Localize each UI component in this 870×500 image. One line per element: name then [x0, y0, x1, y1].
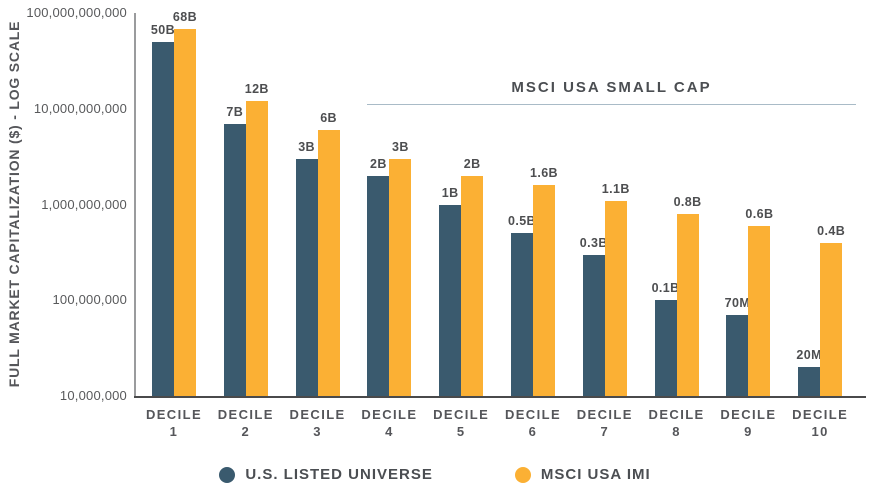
bar-value-label: 0.4B [817, 223, 846, 238]
bar-value-label: 1B [441, 185, 459, 200]
bar-value-label: 0.5B [507, 214, 536, 229]
legend-item-us-listed-universe: U.S. LISTED UNIVERSE [219, 466, 433, 483]
bar-msci-imi-decile-7 [604, 200, 627, 396]
y-tick-label: 10,000,000,000 [33, 100, 127, 116]
bar-value-label: 0.8B [673, 194, 702, 209]
bar-us-listed-decile-9 [726, 315, 749, 396]
bar-msci-imi-decile-3 [317, 129, 340, 396]
bar-msci-imi-decile-2 [245, 101, 268, 396]
bar-msci-imi-decile-5 [461, 175, 484, 396]
x-tick-label-decile-4: DECILE 4 [361, 407, 418, 439]
x-tick-label-decile-8: DECILE 8 [648, 407, 705, 439]
bar-value-label: 6B [320, 110, 337, 125]
bar-msci-imi-decile-1 [174, 29, 196, 396]
bar-value-label: 68B [172, 10, 198, 25]
x-tick-label-decile-6: DECILE 6 [504, 407, 562, 439]
bar-value-label: 1.6B [529, 165, 558, 180]
bar-msci-imi-decile-10 [820, 242, 843, 396]
x-tick-label-decile-10: DECILE 10 [792, 407, 849, 439]
bar-msci-imi-decile-8 [676, 213, 699, 396]
bar-us-listed-decile-10 [798, 367, 821, 396]
y-tick-label: 100,000,000 [52, 292, 127, 308]
bar-value-label: 70M [724, 296, 751, 311]
bar-value-label: 0.1B [651, 281, 680, 296]
bar-us-listed-decile-8 [654, 300, 677, 396]
y-tick-label: 10,000,000 [59, 388, 127, 403]
bar-value-label: 12B [244, 82, 269, 97]
legend-swatch-icon [514, 466, 531, 483]
bar-value-label: 0.3B [579, 235, 608, 250]
x-tick-label-decile-1: DECILE 1 [145, 407, 203, 439]
annotation-underline [367, 104, 856, 105]
legend-swatch-icon [219, 466, 236, 483]
bar-us-listed-decile-2 [223, 123, 246, 396]
bar-us-listed-decile-1 [152, 41, 174, 396]
x-tick-label-decile-3: DECILE 3 [289, 407, 346, 439]
y-axis-line [134, 13, 136, 396]
y-tick-label: 1,000,000,000 [41, 196, 127, 212]
x-tick-label-decile-5: DECILE 5 [433, 407, 490, 439]
bar-value-label: 2B [370, 156, 387, 171]
bar-value-label: 7B [226, 104, 244, 119]
x-tick-label-decile-9: DECILE 9 [720, 407, 777, 439]
bar-msci-imi-decile-4 [389, 158, 412, 396]
x-tick-label-decile-2: DECILE 2 [217, 407, 274, 439]
annotation-msci-small-cap: MSCI USA SMALL CAP [511, 79, 712, 96]
bar-value-label: 20M [796, 348, 822, 363]
y-tick-label: 100,000,000,000 [26, 5, 127, 20]
bar-us-listed-decile-3 [295, 158, 318, 396]
bar-value-label: 3B [298, 139, 315, 154]
legend: U.S. LISTED UNIVERSE MSCI USA IMI [0, 466, 870, 483]
bar-value-label: 2B [463, 156, 481, 171]
bar-us-listed-decile-7 [582, 254, 605, 396]
legend-label: U.S. LISTED UNIVERSE [245, 466, 433, 483]
bar-value-label: 1.1B [601, 181, 630, 196]
bar-value-label: 0.6B [745, 206, 774, 221]
bar-value-label: 50B [150, 22, 176, 37]
bar-us-listed-decile-5 [439, 204, 462, 396]
bar-us-listed-decile-6 [511, 233, 533, 396]
x-axis-line [134, 396, 866, 398]
legend-label: MSCI USA IMI [540, 466, 651, 483]
x-tick-label-decile-7: DECILE 7 [576, 407, 633, 439]
bar-msci-imi-decile-6 [533, 184, 555, 396]
bar-us-listed-decile-4 [367, 175, 390, 396]
bar-msci-imi-decile-9 [748, 225, 771, 396]
bar-value-label: 3B [392, 139, 409, 154]
legend-item-msci-usa-imi: MSCI USA IMI [514, 466, 651, 483]
